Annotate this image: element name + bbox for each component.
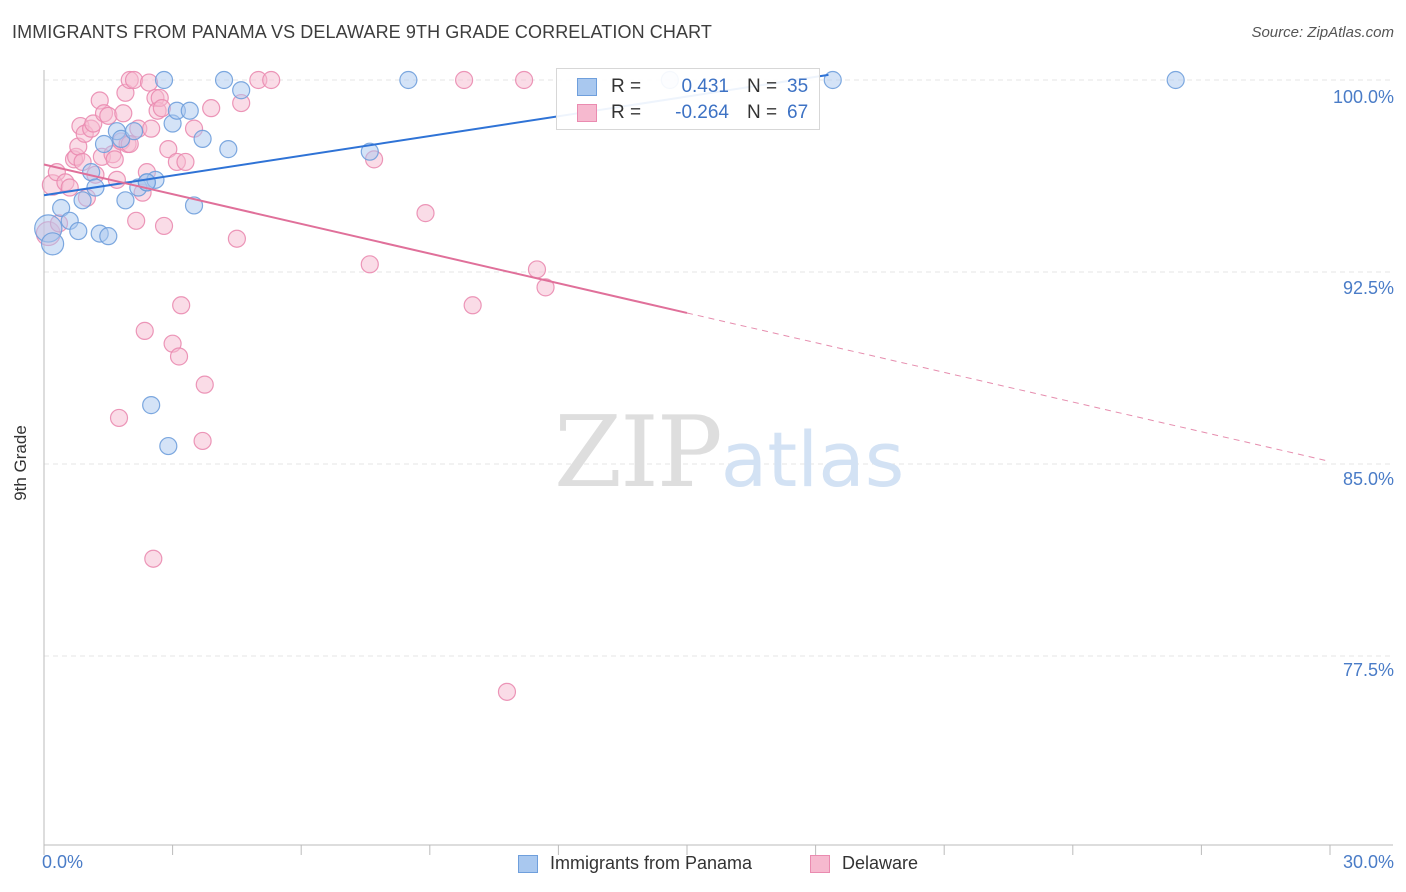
- delaware-point: [463, 296, 482, 315]
- legend-n-label: N =: [747, 76, 778, 97]
- delaware-point: [176, 152, 195, 172]
- legend-swatch-blue: [577, 78, 597, 96]
- legend-n-value: 67: [787, 102, 809, 123]
- delaware-point: [497, 682, 517, 701]
- delaware-point: [109, 408, 129, 428]
- delaware-point: [114, 104, 133, 123]
- x-tick-label-max: 30.0%: [1342, 852, 1394, 872]
- panama-point: [154, 70, 174, 90]
- delaware-point: [262, 70, 281, 90]
- x-tick-label-min: 0.0%: [42, 852, 84, 872]
- series-swatch-pink: [810, 854, 830, 873]
- delaware-point: [515, 70, 534, 90]
- delaware-point: [124, 70, 144, 90]
- delaware-point: [227, 229, 246, 248]
- grid-lines: [44, 79, 1393, 657]
- delaware-trend-line: [43, 163, 688, 314]
- delaware-point: [536, 278, 555, 297]
- delaware-point: [144, 549, 163, 568]
- series-legend-delaware: Delaware: [810, 853, 918, 874]
- panama-point: [219, 140, 238, 159]
- delaware-point: [202, 99, 221, 118]
- y-tick-label-100: 100.0%: [1332, 87, 1394, 107]
- panama-point: [40, 232, 65, 256]
- delaware-point: [159, 140, 178, 159]
- panama-point: [184, 196, 204, 215]
- panama-point: [73, 191, 92, 210]
- legend-row-delaware: R = -0.264 N = 67: [577, 100, 808, 126]
- delaware-point: [154, 216, 174, 236]
- delaware-points: [35, 70, 555, 701]
- delaware-point: [195, 375, 214, 394]
- y-axis-label: 9th Grade: [11, 425, 30, 501]
- delaware-point: [142, 119, 161, 138]
- delaware-point: [193, 431, 212, 451]
- delaware-point: [527, 260, 547, 279]
- delaware-point: [172, 296, 191, 315]
- panama-point: [159, 436, 178, 456]
- series-name-panama: Immigrants from Panama: [550, 853, 753, 873]
- legend-r-value: -0.264: [675, 102, 729, 123]
- legend-n-label: N =: [747, 102, 778, 123]
- panama-point: [193, 129, 212, 148]
- panama-point: [360, 142, 379, 161]
- panama-point: [142, 396, 161, 415]
- panama-point: [82, 163, 101, 182]
- panama-point: [124, 122, 144, 141]
- source-credit: Source: ZipAtlas.com: [1251, 24, 1394, 41]
- delaware-point: [139, 73, 159, 92]
- delaware-point: [135, 321, 154, 340]
- delaware-point: [127, 211, 146, 230]
- legend-r-label: R =: [611, 76, 642, 97]
- delaware-point: [454, 70, 474, 90]
- legend-swatch-pink: [577, 104, 597, 122]
- series-swatch-blue: [518, 854, 538, 873]
- legend-row-panama: R = 0.431 N = 35: [577, 74, 808, 100]
- panama-point: [1166, 70, 1185, 90]
- delaware-point: [360, 255, 379, 274]
- stats-legend: R = 0.431 N = 35 R = -0.264 N = 67: [556, 68, 820, 130]
- chart-title: IMMIGRANTS FROM PANAMA VS DELAWARE 9TH G…: [12, 22, 712, 42]
- panama-point: [399, 70, 418, 90]
- panama-point: [214, 70, 234, 90]
- delaware-point: [60, 178, 79, 197]
- y-tick-label-77-5: 77.5%: [1342, 660, 1394, 680]
- y-tick-label-85: 85.0%: [1342, 469, 1394, 489]
- y-tick-label-92-5: 92.5%: [1342, 278, 1394, 298]
- delaware-point: [152, 99, 171, 118]
- delaware-point: [105, 150, 124, 169]
- legend-r-label: R =: [611, 102, 642, 123]
- delaware-point: [416, 204, 435, 223]
- zipatlas-watermark: ZIPatlas: [554, 403, 904, 502]
- panama-point: [180, 101, 199, 120]
- watermark-atlas: atlas: [720, 415, 905, 504]
- panama-point: [99, 227, 118, 246]
- legend-n-value: 35: [787, 76, 809, 97]
- axes: [43, 70, 1393, 855]
- delaware-point: [169, 347, 189, 366]
- panama-point: [94, 134, 114, 154]
- panama-point: [52, 198, 71, 218]
- series-name-delaware: Delaware: [842, 853, 919, 873]
- delaware-point: [99, 106, 118, 125]
- series-legend-panama: Immigrants from Panama: [518, 853, 752, 874]
- panama-point: [823, 70, 842, 90]
- panama-point: [116, 191, 135, 210]
- panama-point: [69, 221, 88, 241]
- panama-point: [232, 81, 251, 100]
- watermark-zip: ZIP: [554, 396, 723, 510]
- legend-r-value: 0.431: [681, 76, 729, 97]
